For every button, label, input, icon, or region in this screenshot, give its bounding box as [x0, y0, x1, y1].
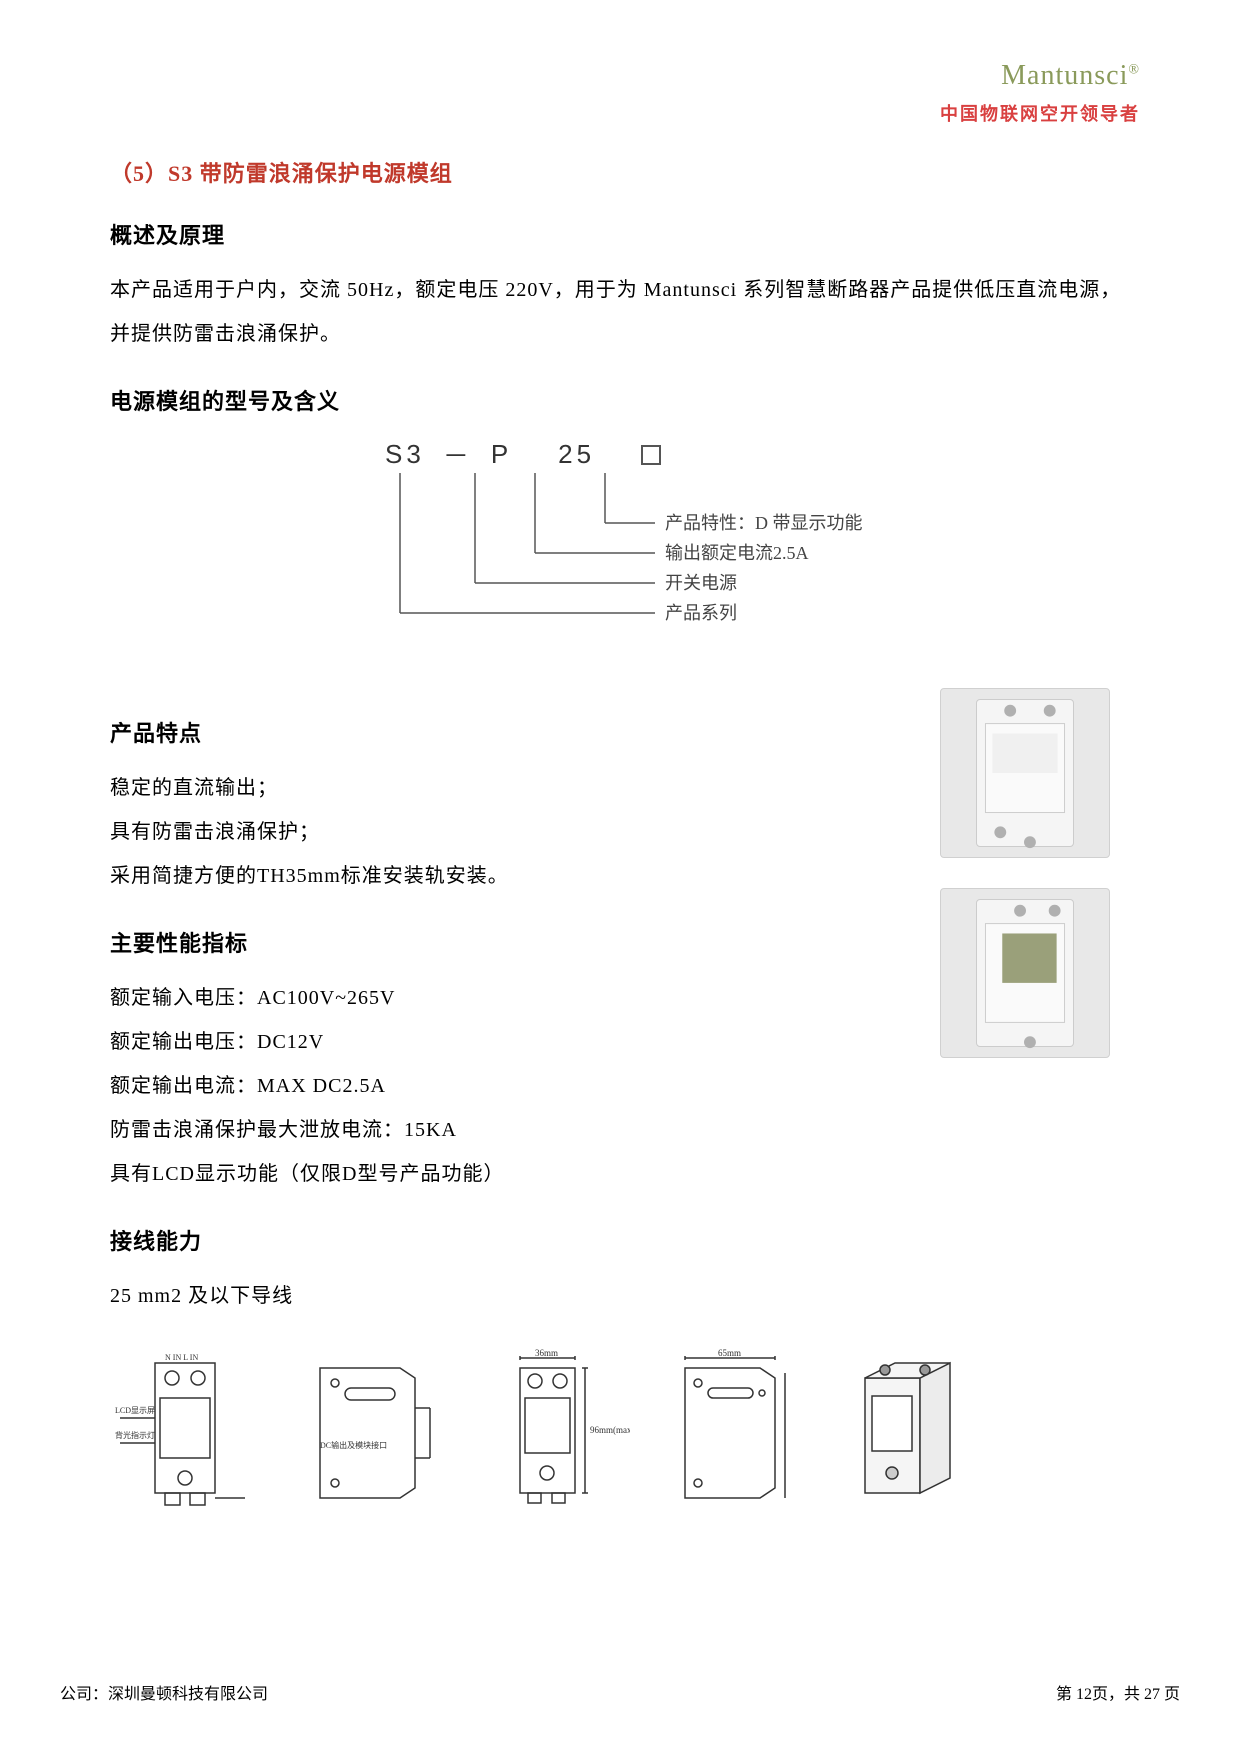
tech-diagram-3: 36mm 96mm(max)	[470, 1348, 630, 1508]
svg-text:LCD显示屏: LCD显示屏	[115, 1406, 155, 1415]
tagline: 中国物联网空开领导者	[110, 100, 1140, 126]
model-code: S3 － P 25	[385, 436, 925, 473]
feature-1: 具有防雷击浪涌保护；	[110, 810, 900, 854]
tech-diagram-2: DC输出及模块接口	[290, 1348, 450, 1508]
svg-text:36mm: 36mm	[535, 1348, 558, 1358]
feature-2: 采用简捷方便的TH35mm标准安装轨安装。	[110, 854, 900, 898]
feature-0: 稳定的直流输出；	[110, 766, 900, 810]
spec-0: 额定输入电压：AC100V~265V	[110, 976, 900, 1020]
model-label-2: 开关电源	[665, 573, 737, 593]
main-title: （5）S3 带防雷浪涌保护电源模组	[110, 156, 1140, 188]
logo: Mantunsci®	[110, 60, 1140, 92]
tech-diagram-5	[830, 1348, 990, 1508]
svg-text:96mm(max): 96mm(max)	[590, 1425, 630, 1435]
model-part-box	[641, 445, 661, 465]
svg-text:N IN L IN: N IN L IN	[165, 1353, 198, 1362]
page-footer: 公司：深圳曼顿科技有限公司 第 12页，共 27 页	[60, 1680, 1180, 1704]
model-title: 电源模组的型号及含义	[110, 384, 1140, 416]
page-header: Mantunsci® 中国物联网空开领导者	[110, 60, 1140, 126]
svg-text:65mm: 65mm	[718, 1348, 741, 1358]
logo-text: Mantunsci	[1001, 60, 1128, 91]
footer-page: 第 12页，共 27 页	[1056, 1680, 1180, 1704]
spec-3: 防雷击浪涌保护最大泄放电流：15KA	[110, 1108, 900, 1152]
spec-1: 额定输出电压：DC12V	[110, 1020, 900, 1064]
specs-title: 主要性能指标	[110, 926, 900, 958]
spec-4: 具有LCD显示功能（仅限D型号产品功能）	[110, 1152, 900, 1196]
model-tree-svg: 产品特性：D 带显示功能 输出额定电流2.5A 开关电源 产品系列	[325, 473, 925, 653]
product-image-1	[940, 688, 1110, 858]
tech-diagram-1: LCD显示屏 背光指示灯 N IN L IN	[110, 1348, 270, 1508]
wiring-text: 25 mm2 及以下导线	[110, 1274, 900, 1318]
model-label-0: 产品特性：D 带显示功能	[665, 513, 863, 533]
footer-company: 公司：深圳曼顿科技有限公司	[60, 1680, 268, 1704]
overview-title: 概述及原理	[110, 218, 1140, 250]
svg-text:背光指示灯: 背光指示灯	[115, 1430, 155, 1440]
model-part-s3: S3	[385, 439, 425, 470]
tech-diagram-4: 65mm	[650, 1348, 810, 1508]
product-image-2	[940, 888, 1110, 1058]
model-part-dash: －	[443, 436, 473, 473]
model-label-3: 产品系列	[665, 603, 737, 623]
model-label-1: 输出额定电流2.5A	[665, 543, 809, 563]
model-part-25: 25	[558, 439, 595, 470]
features-title: 产品特点	[110, 716, 900, 748]
wiring-title: 接线能力	[110, 1224, 900, 1256]
svg-text:DC输出及模块接口: DC输出及模块接口	[320, 1440, 387, 1450]
technical-diagrams-row: LCD显示屏 背光指示灯 N IN L IN DC输出及模块接口	[110, 1348, 1140, 1508]
product-images-column	[940, 688, 1140, 1088]
model-part-p: P	[491, 439, 512, 470]
model-diagram: S3 － P 25 产品特性：D 带显示功能 输出额定电流2.5A	[325, 436, 925, 658]
overview-text: 本产品适用于户内，交流 50Hz，额定电压 220V，用于为 Mantunsci…	[110, 268, 1140, 356]
spec-2: 额定输出电流：MAX DC2.5A	[110, 1064, 900, 1108]
logo-sup: ®	[1128, 63, 1140, 78]
